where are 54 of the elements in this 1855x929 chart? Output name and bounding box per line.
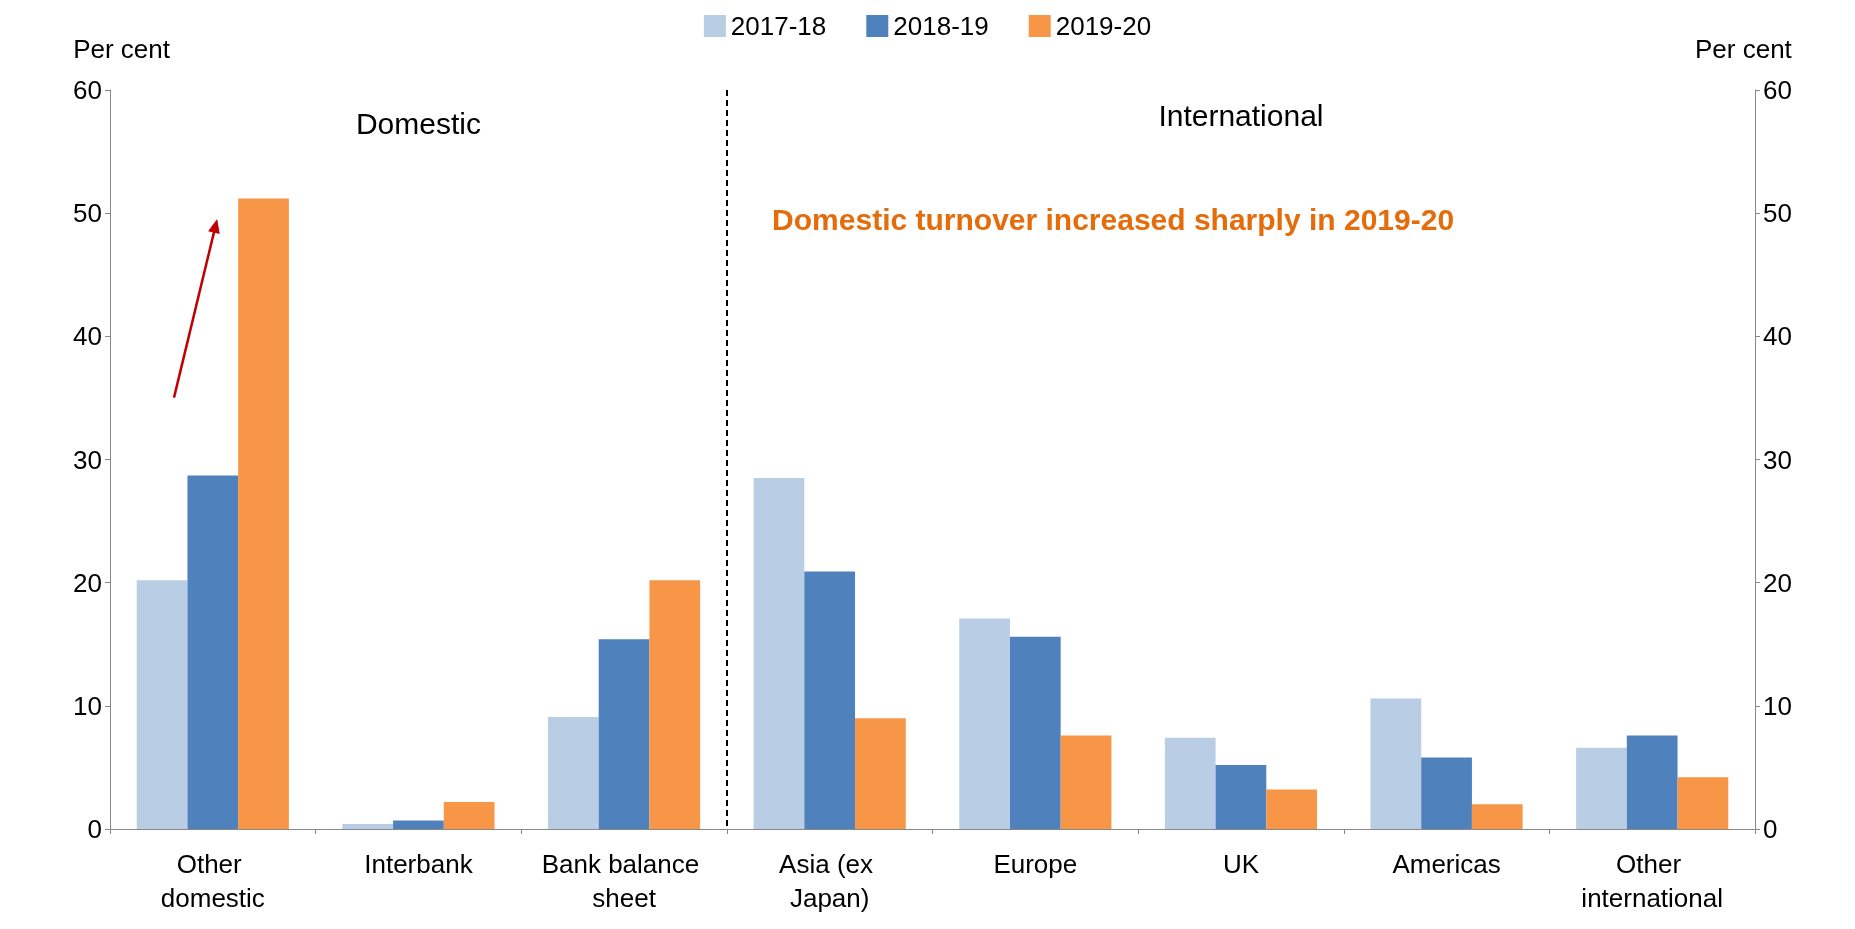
bar [443, 801, 495, 829]
bar [1626, 735, 1678, 829]
y-tick-label: 30 [73, 444, 102, 475]
x-tick-label: Other domestic [160, 849, 265, 913]
bar [649, 580, 701, 829]
bar [187, 475, 239, 829]
annotation: Domestic turnover increased sharply in 2019-20 [772, 202, 1455, 236]
bar [547, 716, 599, 829]
bar [1677, 777, 1729, 829]
legend-label: 2017-18 [730, 11, 827, 41]
bar [855, 718, 906, 829]
y-tick-label: 60 [73, 75, 102, 105]
x-tick-label: Asia (ex Japan) [779, 849, 881, 913]
y2-tick-label: 0 [1763, 814, 1778, 844]
y2-axis-title: Per cent [1695, 34, 1793, 64]
y2-tick-label: 40 [1763, 321, 1792, 352]
bar [598, 639, 650, 829]
bar [1421, 757, 1472, 829]
bar [753, 477, 805, 829]
bar [1266, 789, 1318, 829]
bar [342, 824, 394, 829]
bar [1060, 735, 1112, 829]
y2-tick-label: 10 [1763, 690, 1792, 721]
y2-tick-label: 30 [1763, 444, 1792, 475]
y-tick-label: 50 [73, 198, 102, 229]
y-axis-title: Per cent [73, 34, 171, 64]
y2-tick-label: 50 [1763, 198, 1792, 229]
bar [1009, 636, 1061, 829]
bar [1370, 698, 1422, 829]
y-tick-label: 20 [73, 567, 102, 598]
x-tick-label: Europe [993, 849, 1078, 879]
y-tick-label: 0 [87, 814, 102, 844]
x-tick-label: Bank balance sheet [541, 849, 707, 913]
legend-label: 2018-19 [893, 11, 989, 41]
bar [959, 618, 1010, 829]
bar [1164, 737, 1216, 829]
bar [1471, 804, 1523, 829]
bar [1215, 764, 1267, 829]
annotation: Domestic [355, 106, 481, 140]
bar [136, 580, 188, 829]
x-tick-label: UK [1222, 849, 1260, 879]
bar [804, 571, 856, 829]
bar [393, 820, 444, 829]
annotation: International [1158, 99, 1324, 133]
bar [238, 198, 289, 829]
y-tick-label: 10 [73, 690, 102, 721]
y2-tick-label: 20 [1763, 567, 1792, 598]
y-tick-label: 40 [73, 321, 102, 352]
x-tick-label: Americas [1392, 849, 1501, 879]
legend-label: 2019-20 [1055, 11, 1152, 41]
x-tick-label: Other international [1581, 849, 1724, 913]
bar [1576, 747, 1627, 829]
x-tick-label: Interbank [364, 849, 474, 879]
y2-tick-label: 60 [1763, 75, 1792, 105]
